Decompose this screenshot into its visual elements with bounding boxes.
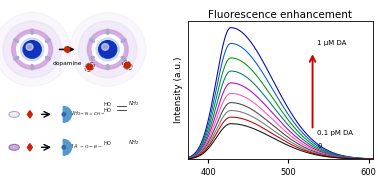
Ellipse shape bbox=[107, 65, 109, 70]
Title: Fluorescence enhancement: Fluorescence enhancement bbox=[209, 10, 352, 20]
Text: $-NH_2$: $-NH_2$ bbox=[65, 109, 82, 118]
Circle shape bbox=[96, 38, 119, 61]
Circle shape bbox=[17, 34, 48, 64]
Text: $\sim N=CH\sim$: $\sim N=CH\sim$ bbox=[79, 110, 106, 117]
Circle shape bbox=[87, 64, 93, 70]
Polygon shape bbox=[27, 144, 33, 151]
Circle shape bbox=[62, 146, 65, 149]
Text: 0.1 pM DA: 0.1 pM DA bbox=[318, 130, 353, 136]
Circle shape bbox=[87, 30, 128, 69]
Circle shape bbox=[102, 44, 108, 50]
Text: 0: 0 bbox=[318, 143, 322, 149]
Text: $-BA$: $-BA$ bbox=[65, 142, 79, 150]
Text: dopamine: dopamine bbox=[52, 61, 82, 66]
Ellipse shape bbox=[14, 57, 19, 60]
Circle shape bbox=[26, 44, 33, 50]
Text: HO: HO bbox=[103, 108, 111, 113]
Circle shape bbox=[92, 34, 123, 64]
Circle shape bbox=[3, 21, 61, 78]
Text: 1 μM DA: 1 μM DA bbox=[318, 40, 347, 46]
Wedge shape bbox=[64, 139, 71, 155]
Ellipse shape bbox=[107, 29, 109, 34]
Text: $NH_2$: $NH_2$ bbox=[127, 99, 139, 108]
Circle shape bbox=[20, 38, 44, 61]
Ellipse shape bbox=[90, 39, 94, 42]
Circle shape bbox=[23, 41, 41, 58]
Ellipse shape bbox=[31, 29, 34, 34]
Circle shape bbox=[0, 12, 70, 86]
Ellipse shape bbox=[9, 144, 19, 150]
Ellipse shape bbox=[90, 57, 94, 60]
Circle shape bbox=[12, 30, 53, 69]
Text: $NH_2$: $NH_2$ bbox=[127, 138, 139, 147]
Circle shape bbox=[124, 62, 130, 68]
Ellipse shape bbox=[14, 39, 19, 42]
Ellipse shape bbox=[31, 65, 33, 70]
Circle shape bbox=[70, 12, 146, 86]
Text: HO: HO bbox=[103, 141, 111, 146]
Ellipse shape bbox=[46, 57, 50, 60]
Circle shape bbox=[99, 41, 117, 58]
Wedge shape bbox=[64, 107, 71, 122]
Text: HO: HO bbox=[103, 102, 111, 107]
Circle shape bbox=[78, 21, 137, 78]
Circle shape bbox=[62, 113, 65, 116]
Y-axis label: Intensity (a.u.): Intensity (a.u.) bbox=[174, 57, 183, 123]
Polygon shape bbox=[27, 111, 33, 118]
Circle shape bbox=[64, 47, 70, 52]
Ellipse shape bbox=[9, 111, 19, 117]
Text: $\sim O-B\sim$: $\sim O-B\sim$ bbox=[79, 143, 102, 150]
Ellipse shape bbox=[121, 39, 126, 42]
Ellipse shape bbox=[46, 39, 50, 42]
Ellipse shape bbox=[121, 57, 126, 60]
